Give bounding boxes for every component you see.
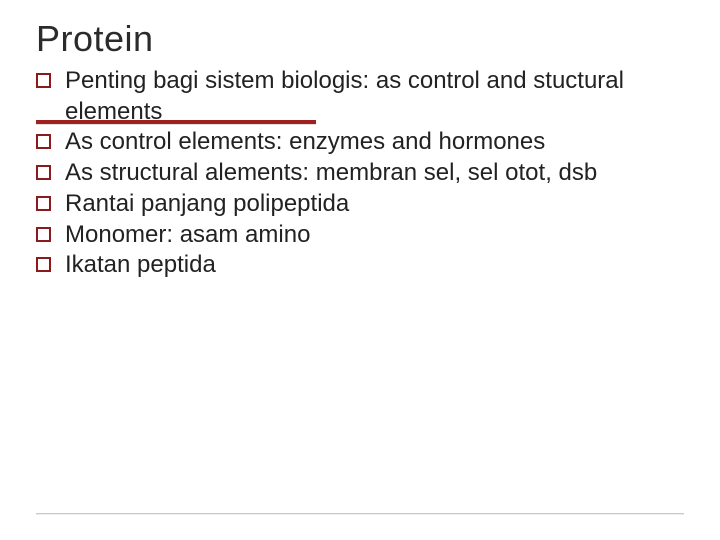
- title-underline: [36, 120, 316, 124]
- list-item: Ikatan peptida: [36, 250, 684, 281]
- list-item: As control elements: enzymes and hormone…: [36, 127, 684, 158]
- square-bullet-icon: [36, 134, 51, 149]
- square-bullet-icon: [36, 165, 51, 180]
- bullet-list: Penting bagi sistem biologis: as control…: [36, 66, 684, 281]
- item-text: As structural alements: membran sel, sel…: [65, 158, 684, 189]
- square-bullet-icon: [36, 73, 51, 88]
- slide-container: Protein Penting bagi sistem biologis: as…: [0, 0, 720, 540]
- list-item: As structural alements: membran sel, sel…: [36, 158, 684, 189]
- square-bullet-icon: [36, 227, 51, 242]
- item-text: Rantai panjang polipeptida: [65, 189, 684, 220]
- list-item: Monomer: asam amino: [36, 220, 684, 251]
- item-text: Penting bagi sistem biologis: as control…: [65, 66, 684, 127]
- square-bullet-icon: [36, 196, 51, 211]
- item-text: Ikatan peptida: [65, 250, 684, 281]
- list-item: Penting bagi sistem biologis: as control…: [36, 66, 684, 127]
- square-bullet-icon: [36, 257, 51, 272]
- item-text: Monomer: asam amino: [65, 220, 684, 251]
- item-text: As control elements: enzymes and hormone…: [65, 127, 684, 158]
- page-title: Protein: [36, 18, 684, 60]
- list-item: Rantai panjang polipeptida: [36, 189, 684, 220]
- footer-divider: [36, 513, 684, 514]
